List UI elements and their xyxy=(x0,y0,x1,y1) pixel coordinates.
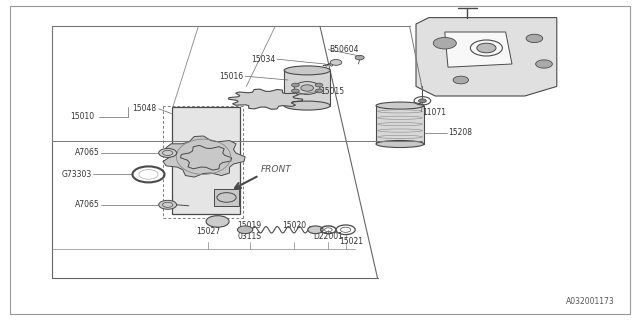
Polygon shape xyxy=(172,107,240,214)
Ellipse shape xyxy=(376,102,424,109)
Text: 15208: 15208 xyxy=(448,128,472,137)
Circle shape xyxy=(206,216,229,227)
Text: 15015: 15015 xyxy=(320,87,344,96)
Circle shape xyxy=(526,34,543,43)
Bar xyxy=(376,106,424,144)
Text: 15021: 15021 xyxy=(339,237,363,246)
Circle shape xyxy=(419,99,426,103)
Circle shape xyxy=(301,85,314,91)
Ellipse shape xyxy=(284,66,330,75)
Circle shape xyxy=(262,104,269,107)
Circle shape xyxy=(330,60,342,65)
Circle shape xyxy=(159,148,177,157)
Circle shape xyxy=(292,83,300,87)
Text: A7065: A7065 xyxy=(74,200,99,209)
Text: 15020: 15020 xyxy=(282,221,307,230)
Circle shape xyxy=(453,76,468,84)
Text: 15048: 15048 xyxy=(132,104,157,113)
Text: 0311S: 0311S xyxy=(237,232,262,241)
Text: FRONT: FRONT xyxy=(261,165,292,174)
Polygon shape xyxy=(445,32,512,67)
Text: B50604: B50604 xyxy=(330,45,359,54)
Circle shape xyxy=(477,43,496,53)
Text: 11071: 11071 xyxy=(422,108,447,116)
Polygon shape xyxy=(180,145,232,170)
Circle shape xyxy=(262,92,269,95)
Polygon shape xyxy=(416,18,557,96)
Text: 15034: 15034 xyxy=(251,55,275,64)
Text: 15016: 15016 xyxy=(219,72,243,81)
Text: D22001: D22001 xyxy=(314,232,343,241)
Circle shape xyxy=(196,153,216,163)
Text: 15027: 15027 xyxy=(196,228,220,236)
Bar xyxy=(284,70,330,106)
Circle shape xyxy=(315,89,323,93)
Circle shape xyxy=(243,94,250,98)
Polygon shape xyxy=(228,89,303,109)
Bar xyxy=(214,189,239,206)
Text: A032001173: A032001173 xyxy=(566,297,614,306)
Text: A7065: A7065 xyxy=(74,148,99,157)
Circle shape xyxy=(282,101,288,104)
Circle shape xyxy=(355,55,364,60)
Circle shape xyxy=(237,226,253,234)
Circle shape xyxy=(315,83,323,87)
Ellipse shape xyxy=(284,101,330,110)
Text: 15010: 15010 xyxy=(70,112,95,121)
Circle shape xyxy=(536,60,552,68)
Circle shape xyxy=(243,101,250,104)
Circle shape xyxy=(292,89,300,93)
Text: G73303: G73303 xyxy=(61,170,92,179)
Text: 15019: 15019 xyxy=(237,221,262,230)
Circle shape xyxy=(159,200,177,209)
Ellipse shape xyxy=(376,140,424,148)
Circle shape xyxy=(308,226,323,234)
Circle shape xyxy=(282,94,288,98)
Circle shape xyxy=(433,37,456,49)
Polygon shape xyxy=(163,136,245,177)
